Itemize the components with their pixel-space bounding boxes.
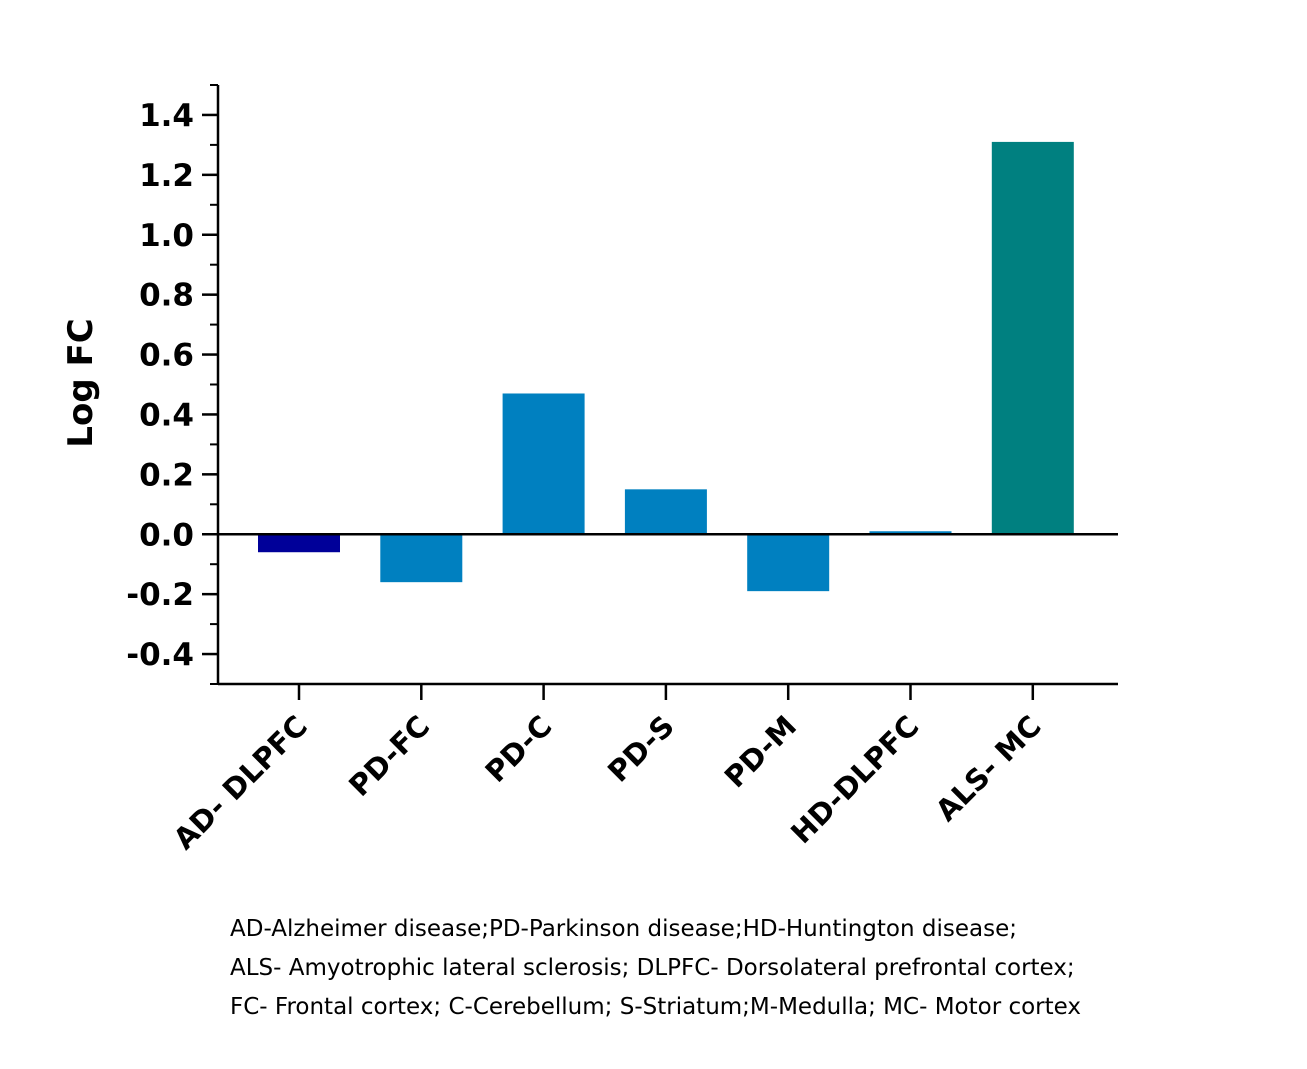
y-tick-label: 0.6 [139,338,194,374]
x-tick-label: HD-DLPFC [784,709,925,850]
bar-hd-dlpfc [869,531,952,535]
y-tick-label: 0.4 [139,397,194,433]
footnote-line-2: ALS- Amyotrophic lateral sclerosis; DLPF… [230,955,1075,981]
bars [258,141,1074,592]
y-tick-label: 1.0 [139,218,194,254]
bar-als-mc [991,141,1074,535]
x-axis: AD- DLPFC PD-FC PD-C PD-S PD-MHD-DLPFC ALS- M… [167,682,1118,856]
footnote-line-3: FC- Frontal cortex; C-Cerebellum; S-Stri… [230,994,1082,1020]
y-tick-label: 0.8 [139,278,194,314]
y-tick-label: -0.4 [126,637,194,673]
footnote-line-1: AD-Alzheimer disease;PD-Parkinson diseas… [230,916,1017,942]
x-tick-label: PD-S [601,709,681,789]
bar-pd-c [502,393,585,535]
bar-pd-m [747,534,830,592]
y-tick-label: 0.2 [139,457,194,493]
x-tick-label: PD-FC [342,709,436,803]
y-tick-label: -0.2 [126,577,194,613]
y-tick-label: 1.4 [139,98,194,134]
abbreviation-footnote: AD-Alzheimer disease;PD-Parkinson diseas… [230,910,1300,1027]
x-tick-label: PD-C [479,709,559,789]
y-tick-label: 1.2 [139,158,194,194]
bar-chart: 1.4 1.2 1.0 0.8 0.6 0.4 0.2 0.0 -0.2 -0.4 AD- DLP… [61,84,1118,856]
y-axis-title: Log FC [61,318,101,447]
x-tick-label: AD- DLPFC [167,709,314,856]
x-tick-label: PD-M [718,709,803,794]
y-axis: 1.4 1.2 1.0 0.8 0.6 0.4 0.2 0.0 -0.2 -0.4 [126,84,220,685]
bar-pd-s [624,489,707,535]
y-tick-label: 0.0 [139,517,194,553]
bar-pd-fc [380,534,463,583]
bar-ad-dlpfc [258,534,340,553]
x-tick-label: ALS- MC [929,709,1048,828]
